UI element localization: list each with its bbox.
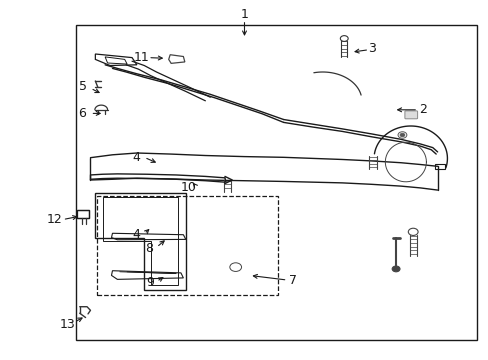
Text: 5: 5 (79, 80, 87, 93)
Text: 7: 7 (289, 274, 297, 287)
Text: 3: 3 (367, 42, 375, 55)
Text: 4: 4 (132, 151, 140, 164)
Bar (76, 25, 476, 340)
FancyBboxPatch shape (404, 111, 417, 119)
Text: 13: 13 (60, 318, 75, 331)
Circle shape (391, 266, 399, 272)
Bar (97, 196, 277, 295)
Text: 4: 4 (132, 228, 140, 240)
Text: 9: 9 (146, 276, 154, 289)
Text: 12: 12 (47, 213, 62, 226)
Text: 6: 6 (78, 107, 86, 120)
Text: 8: 8 (145, 242, 153, 255)
Text: 1: 1 (240, 8, 248, 21)
Text: 10: 10 (180, 181, 196, 194)
Text: 2: 2 (418, 103, 426, 116)
Text: 11: 11 (134, 51, 149, 64)
Circle shape (399, 133, 404, 137)
